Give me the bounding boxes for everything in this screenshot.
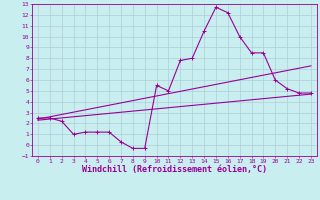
X-axis label: Windchill (Refroidissement éolien,°C): Windchill (Refroidissement éolien,°C): [82, 165, 267, 174]
